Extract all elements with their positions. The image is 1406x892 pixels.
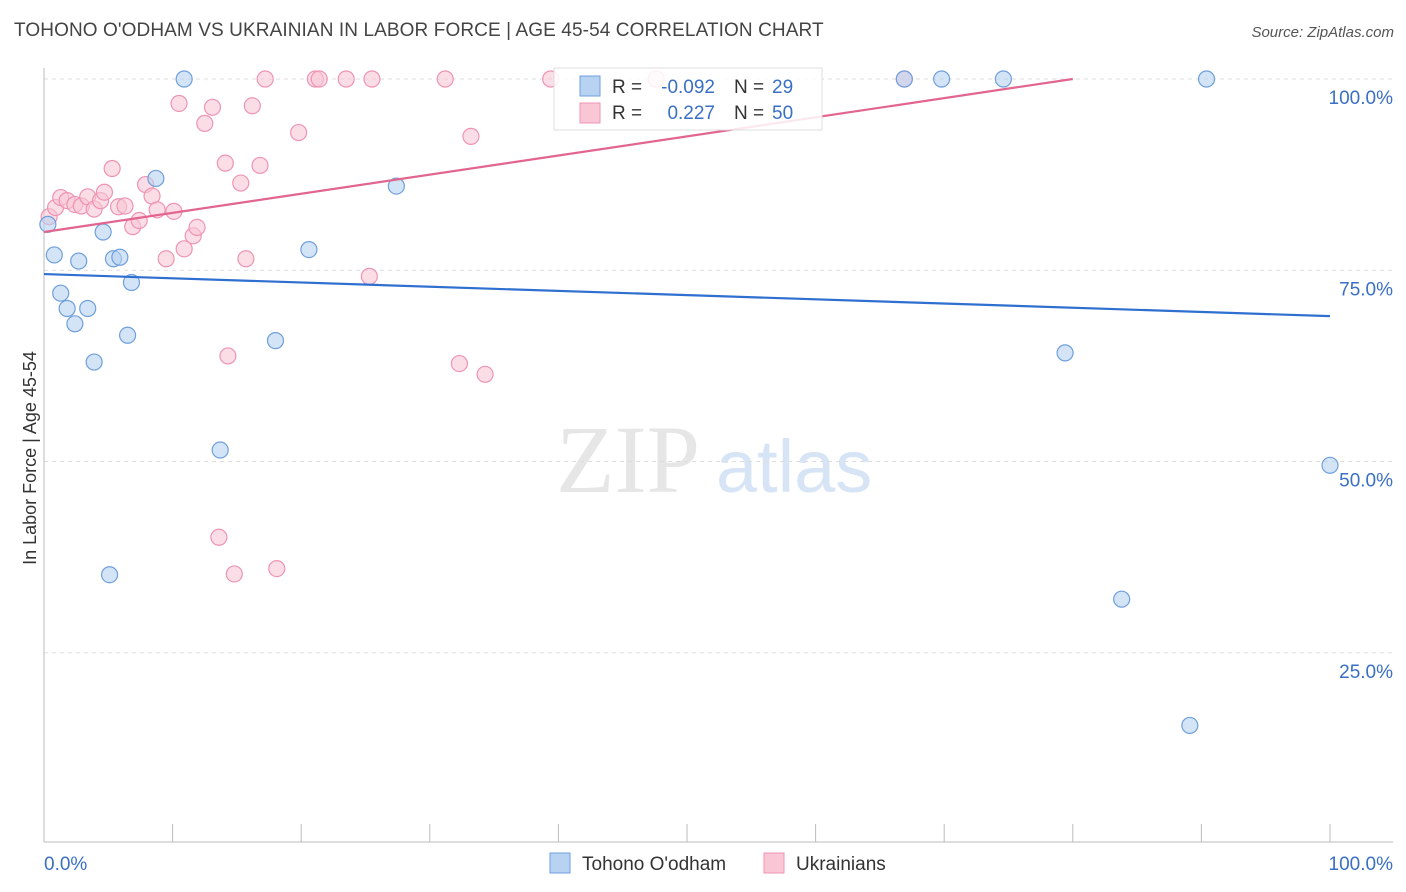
ukrainians-point-27 xyxy=(216,154,234,172)
tohono-point-19 xyxy=(387,177,405,195)
tohono-point-24 xyxy=(1113,590,1131,608)
tohono-point-9 xyxy=(100,566,119,584)
x-axis-ticks xyxy=(43,824,1331,842)
stats-swatch-pink xyxy=(579,102,601,124)
ukrainians-point-30 xyxy=(232,174,250,192)
series-ukrainians-points xyxy=(40,70,913,583)
ukrainians-point-25 xyxy=(203,98,222,116)
y-tick-label-25: 25.0% xyxy=(1339,662,1393,683)
ukrainians-point-42 xyxy=(436,70,454,88)
tohono-point-17 xyxy=(266,332,285,350)
tohono-point-21 xyxy=(933,70,951,88)
tohono-point-12 xyxy=(118,326,137,344)
ukrainians-point-21 xyxy=(175,240,193,258)
tohono-point-23 xyxy=(1056,344,1074,362)
series-tohono-points xyxy=(39,70,1339,735)
legend-swatch-tohono xyxy=(549,852,571,874)
watermark-zip: ZIP xyxy=(556,406,700,513)
chart-title: TOHONO O'ODHAM VS UKRAINIAN IN LABOR FOR… xyxy=(14,20,824,41)
ukrainians-point-36 xyxy=(290,123,308,142)
x-tick-label-max: 100.0% xyxy=(1329,854,1394,875)
tohono-point-3 xyxy=(58,299,76,318)
ukrainians-point-44 xyxy=(462,127,480,145)
tohono-point-18 xyxy=(300,240,318,259)
stats-n-value-pink: 50 xyxy=(772,103,793,124)
tohono-point-15 xyxy=(175,70,193,88)
ukrainians-point-29 xyxy=(225,565,243,583)
y-tick-label-100: 100.0% xyxy=(1329,88,1394,109)
ukrainians-point-10 xyxy=(103,159,121,178)
stats-r-value-pink: 0.227 xyxy=(667,103,715,124)
tohono-point-27 xyxy=(1321,456,1339,474)
watermark-atlas: atlas xyxy=(716,425,872,508)
stats-r-label-blue: R = xyxy=(612,77,642,98)
trend-line-tohono xyxy=(43,272,1331,318)
ukrainians-point-9 xyxy=(95,183,114,201)
tohono-point-2 xyxy=(52,284,70,302)
ukrainians-point-34 xyxy=(256,70,274,88)
legend-label-ukrainians: Ukrainians xyxy=(796,854,886,875)
tohono-point-7 xyxy=(85,353,103,371)
y-axis-label: In Labor Force | Age 45-54 xyxy=(20,351,40,565)
stats-swatch-blue xyxy=(579,75,601,97)
y-tick-label-75: 75.0% xyxy=(1339,279,1393,300)
tohono-point-11 xyxy=(111,248,129,266)
ukrainians-point-20 xyxy=(170,94,188,113)
stats-n-value-blue: 29 xyxy=(772,77,793,98)
trend-line-ukrainians xyxy=(43,77,1073,234)
tohono-point-14 xyxy=(147,169,165,188)
source-label: Source: ZipAtlas.com xyxy=(1251,24,1394,41)
ukrainians-point-31 xyxy=(237,250,255,268)
y-axis-tick-labels: 25.0% 50.0% 75.0% 100.0% xyxy=(1329,88,1394,683)
ukrainians-point-28 xyxy=(219,347,237,365)
ukrainians-point-43 xyxy=(450,354,468,373)
tohono-point-16 xyxy=(211,441,229,459)
bottom-legend: Tohono O'odham Ukrainians xyxy=(549,852,886,875)
ukrainians-point-38 xyxy=(310,70,328,88)
ukrainians-point-41 xyxy=(363,70,381,88)
legend-label-tohono: Tohono O'odham xyxy=(582,854,726,875)
ukrainians-point-24 xyxy=(196,114,214,132)
ukrainians-point-23 xyxy=(188,218,206,237)
tohono-point-8 xyxy=(94,223,112,241)
ukrainians-point-35 xyxy=(268,559,286,578)
tohono-point-5 xyxy=(70,252,88,270)
ukrainians-point-12 xyxy=(116,197,134,215)
ukrainians-point-39 xyxy=(337,70,355,88)
ukrainians-point-40 xyxy=(360,267,378,285)
watermark: ZIP atlas xyxy=(556,406,872,513)
stats-r-label-pink: R = xyxy=(612,103,642,124)
ukrainians-point-32 xyxy=(243,97,261,115)
tohono-point-6 xyxy=(79,299,97,318)
ukrainians-point-33 xyxy=(251,156,269,175)
y-tick-label-50: 50.0% xyxy=(1339,471,1393,492)
ukrainians-point-18 xyxy=(157,250,175,268)
tohono-point-4 xyxy=(66,315,84,333)
tohono-point-25 xyxy=(1181,716,1199,735)
stats-legend: R = -0.092 N = 29 R = 0.227 N = 50 xyxy=(553,67,823,131)
ukrainians-point-14 xyxy=(130,211,148,230)
tohono-point-22 xyxy=(994,70,1012,88)
stats-r-value-blue: -0.092 xyxy=(661,77,715,98)
axes xyxy=(43,68,1393,843)
legend-swatch-ukrainians xyxy=(763,852,785,874)
gridlines xyxy=(44,78,1393,654)
trend-lines xyxy=(43,77,1331,318)
ukrainians-point-45 xyxy=(476,365,494,383)
tohono-point-13 xyxy=(122,273,141,292)
stats-n-label-pink: N = xyxy=(734,103,764,124)
ukrainians-point-26 xyxy=(210,528,228,546)
stats-n-label-blue: N = xyxy=(734,77,764,98)
tohono-point-20 xyxy=(895,70,913,88)
tohono-point-26 xyxy=(1197,70,1216,88)
x-tick-label-min: 0.0% xyxy=(44,854,87,875)
tohono-point-1 xyxy=(45,246,63,264)
